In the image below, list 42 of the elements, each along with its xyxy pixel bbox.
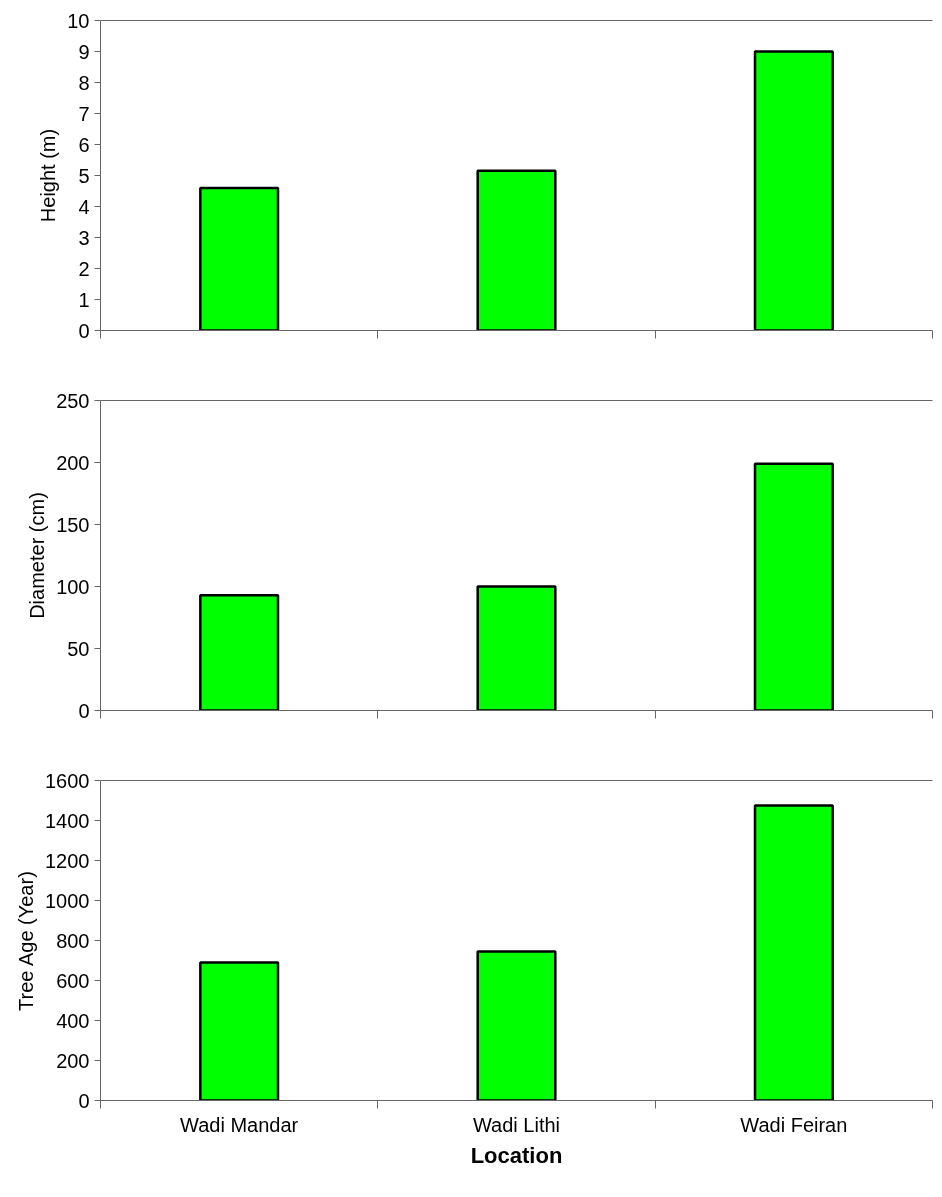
y-tick-label: 5: [78, 164, 90, 187]
y-tick-label: 100: [56, 575, 90, 598]
y-tick-label: 1400: [45, 809, 90, 832]
bar: [199, 961, 280, 1101]
y-tick-label: 7: [78, 102, 90, 125]
bar: [199, 186, 280, 331]
y-tick-label: 200: [56, 451, 90, 474]
y-axis-title: Height (m): [37, 128, 60, 223]
bar: [476, 585, 557, 711]
y-axis-title: Tree Age (Year): [15, 871, 38, 1011]
bar: [753, 50, 834, 331]
y-tick-label: 6: [78, 133, 90, 156]
x-axis-title: Location: [470, 1142, 563, 1168]
bar: [476, 169, 557, 331]
y-tick-label: 150: [56, 513, 90, 536]
y-tick-label: 1600: [45, 769, 90, 792]
bar: [476, 950, 557, 1101]
bar: [753, 804, 834, 1101]
y-tick-label: 0: [78, 319, 90, 342]
y-tick-label: 0: [78, 1089, 90, 1112]
y-tick-label: 0: [78, 699, 90, 722]
x-tick-label: Wadi Feiran: [740, 1113, 848, 1136]
x-tick-label: Wadi Lithi: [472, 1113, 561, 1136]
y-tick-label: 250: [56, 389, 90, 412]
y-tick-label: 9: [78, 40, 90, 63]
y-tick-label: 50: [67, 637, 90, 660]
y-tick-label: 400: [56, 1009, 90, 1032]
y-tick-label: 1200: [45, 849, 90, 872]
y-tick-label: 3: [78, 226, 90, 249]
y-tick-label: 1: [78, 288, 90, 311]
y-tick-label: 8: [78, 71, 90, 94]
y-tick-label: 4: [78, 195, 90, 218]
y-tick-label: 600: [56, 969, 90, 992]
y-tick-label: 800: [56, 929, 90, 952]
x-tick-label: Wadi Mandar: [180, 1113, 299, 1136]
bar: [753, 462, 834, 711]
bar: [199, 593, 280, 711]
y-axis-title: Diameter (cm): [26, 492, 49, 619]
y-tick-label: 1000: [45, 889, 90, 912]
y-tick-label: 2: [78, 257, 90, 280]
y-tick-label: 200: [56, 1049, 90, 1072]
y-tick-label: 10: [67, 9, 90, 32]
